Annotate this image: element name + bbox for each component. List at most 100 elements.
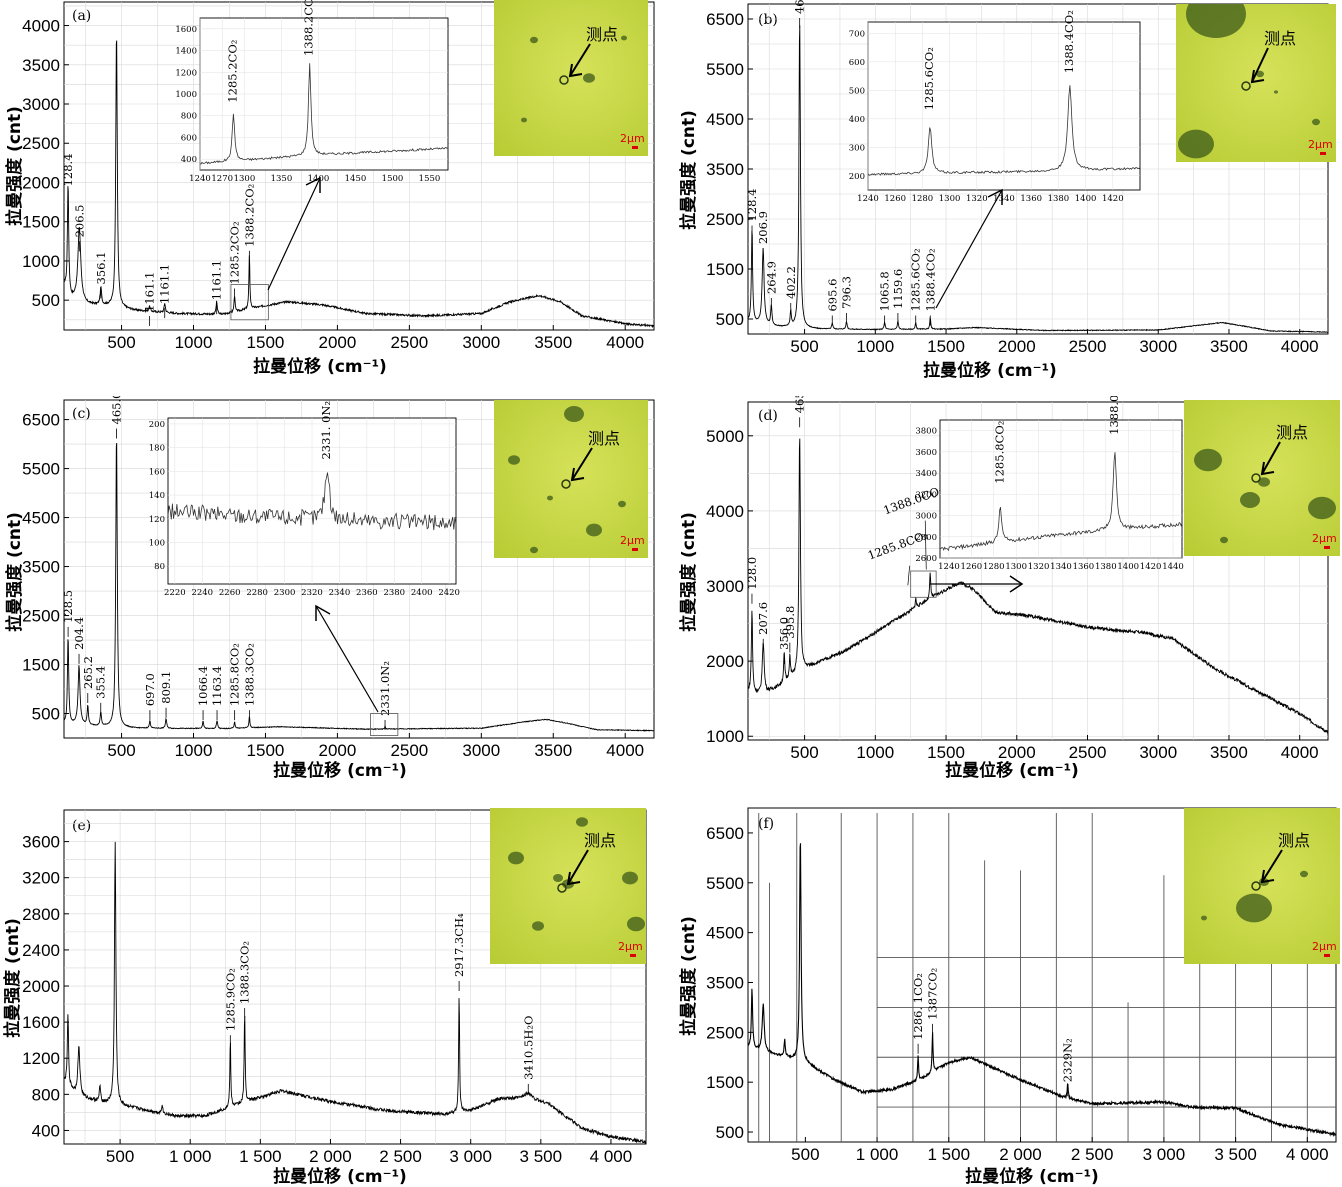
marker-label: 测点	[588, 429, 620, 448]
peak-label: 1163.4	[210, 666, 224, 706]
inset-ytick-label: 600	[181, 133, 197, 143]
chart-e-xlabel: 拉曼位移 (cm⁻¹)	[273, 1166, 407, 1187]
panel-b: (b) 拉曼强度 (cnt) 拉曼位移 (cm⁻¹) 500 1500 2500 35…	[672, 0, 1342, 378]
chart-f-spectrum	[747, 843, 1337, 1138]
ytick-label: 500	[716, 310, 744, 329]
xtick-label: 2 500	[1071, 1145, 1114, 1164]
inset-xtick-label: 1350	[271, 174, 293, 184]
marker-arrow	[1251, 47, 1269, 83]
chart-f-frame	[747, 807, 1337, 1143]
micrograph-a: 测点 2μm	[494, 0, 648, 156]
inset-xtick-label: 1420	[1102, 194, 1124, 204]
marker-arrowhead	[1260, 461, 1275, 476]
ytick-label: 4000	[22, 17, 60, 36]
micrograph-f: 测点 2μm	[1184, 808, 1340, 964]
panel-a-label: (a)	[72, 8, 91, 24]
xtick-label: 3 500	[1214, 1145, 1257, 1164]
inset-xtick-label: 1550	[419, 174, 441, 184]
inset-ytick-label: 120	[149, 515, 165, 525]
peak-label: 465.0	[110, 396, 124, 424]
xtick-label: 3500	[534, 741, 572, 760]
panel-f: (f) 拉曼强度 (cnt) 拉曼位移 (cm⁻¹) 500 1500 2500 35…	[672, 798, 1342, 1187]
inset-ytick-label: 700	[849, 29, 865, 39]
inclusion-blob	[508, 455, 520, 465]
chart-c-frame	[63, 399, 655, 739]
chart-c-arrow	[315, 605, 379, 713]
marker-arrow	[1261, 441, 1281, 475]
inset-peak-label: 1388.2CO₂	[302, 0, 316, 56]
ytick-label: 2500	[706, 210, 744, 229]
inset-xtick-label: 2260	[219, 588, 241, 598]
xtick-label: 3000	[1139, 337, 1177, 356]
xtick-label: 4000	[606, 333, 644, 352]
peak-label: 128.0	[745, 557, 759, 590]
panel-f-label: (f)	[758, 816, 774, 832]
micrograph-d: 测点 2μm	[1184, 400, 1340, 556]
inset-peak-label: 1285.2CO₂	[225, 40, 239, 103]
ytick-label: 1000	[706, 727, 744, 746]
inset-peak-label: 1388.4CO₂	[1062, 10, 1076, 73]
inset-xtick-label: 2300	[274, 588, 296, 598]
inset-ytick-label: 3600	[915, 448, 937, 458]
inset-ytick-label: 800	[181, 112, 197, 122]
peak-label: 128.5	[61, 590, 75, 623]
ytick-label: 4500	[706, 110, 744, 129]
ytick-label: 2000	[706, 652, 744, 671]
xtick-label: 4 000	[1286, 1145, 1329, 1164]
measure-point	[1251, 881, 1261, 891]
chart-b-xlabel: 拉曼位移 (cm⁻¹)	[923, 360, 1057, 378]
inclusion-blob	[1256, 70, 1264, 78]
xtick-label: 3 500	[520, 1147, 563, 1166]
inset-xtick-label: 1380	[1095, 562, 1117, 572]
inset-peak-label: 1285.8CO₂	[992, 421, 1006, 484]
chart-b-arrowhead	[987, 188, 1003, 205]
chart-d-arrowhead	[1009, 575, 1024, 593]
inset-ytick-label: 2800	[915, 533, 937, 543]
peak-label: 395.8	[783, 606, 797, 639]
xtick-label: 1 500	[928, 1145, 971, 1164]
panel-c: (c) 拉曼强度 (cnt) 拉曼位移 (cm⁻¹) 500 1500 2500 35…	[0, 396, 660, 780]
scale-label: 2μm	[620, 132, 645, 145]
xtick-label: 500	[107, 333, 135, 352]
xtick-label: 1500	[247, 741, 285, 760]
zoom-box	[230, 284, 269, 321]
inclusion-blob	[1312, 118, 1320, 126]
ytick-label: 4500	[22, 509, 60, 528]
inset-xtick-label: 1280	[912, 194, 934, 204]
panel-e-label: (e)	[72, 818, 91, 834]
inset-ytick-label: 80	[154, 562, 165, 572]
micrograph-bg	[494, 0, 648, 156]
peak-label: 206.9	[756, 211, 770, 244]
chart-d-frame	[747, 401, 1329, 741]
inset-xtick-label: 1300	[234, 174, 256, 184]
micrograph-c: 测点 2μm	[494, 400, 648, 558]
scale-bar	[630, 954, 636, 957]
inclusion-blob	[622, 871, 638, 885]
xtick-label: 3 000	[449, 1147, 492, 1166]
xtick-label: 2000	[998, 337, 1036, 356]
inclusion-blob	[1220, 536, 1228, 544]
chart-b: (b) 拉曼强度 (cnt) 拉曼位移 (cm⁻¹) 500 1500 2500 35…	[678, 0, 1329, 378]
ytick-label: 1500	[706, 1073, 744, 1092]
inset-ytick-label: 200	[149, 420, 165, 430]
chart-d-xlabel: 拉曼位移 (cm⁻¹)	[945, 760, 1079, 780]
ytick-label: 3500	[706, 160, 744, 179]
inset-xtick-label: 1260	[884, 194, 906, 204]
marker-arrowhead	[566, 871, 581, 886]
inset-xtick-label: 1240	[189, 174, 211, 184]
chart-a-spectrum	[63, 40, 655, 329]
peak-label: 207.6	[756, 602, 770, 635]
inset-ytick-label: 1600	[175, 25, 197, 35]
xtick-label: 1 000	[169, 1147, 212, 1166]
peak-label: 1161.1	[158, 264, 172, 304]
inset-ytick-label: 1000	[175, 90, 197, 100]
ytick-label: 800	[32, 1085, 60, 1104]
inset-ytick-label: 3000	[915, 512, 937, 522]
xtick-label: 3 000	[1143, 1145, 1186, 1164]
xtick-label: 3000	[462, 741, 500, 760]
scale-bar	[632, 146, 638, 149]
inset-xtick-label: 2400	[411, 588, 433, 598]
chart-a-xlabel: 拉曼位移 (cm⁻¹)	[253, 356, 387, 377]
xtick-label: 3000	[462, 333, 500, 352]
ytick-label: 4000	[706, 502, 744, 521]
